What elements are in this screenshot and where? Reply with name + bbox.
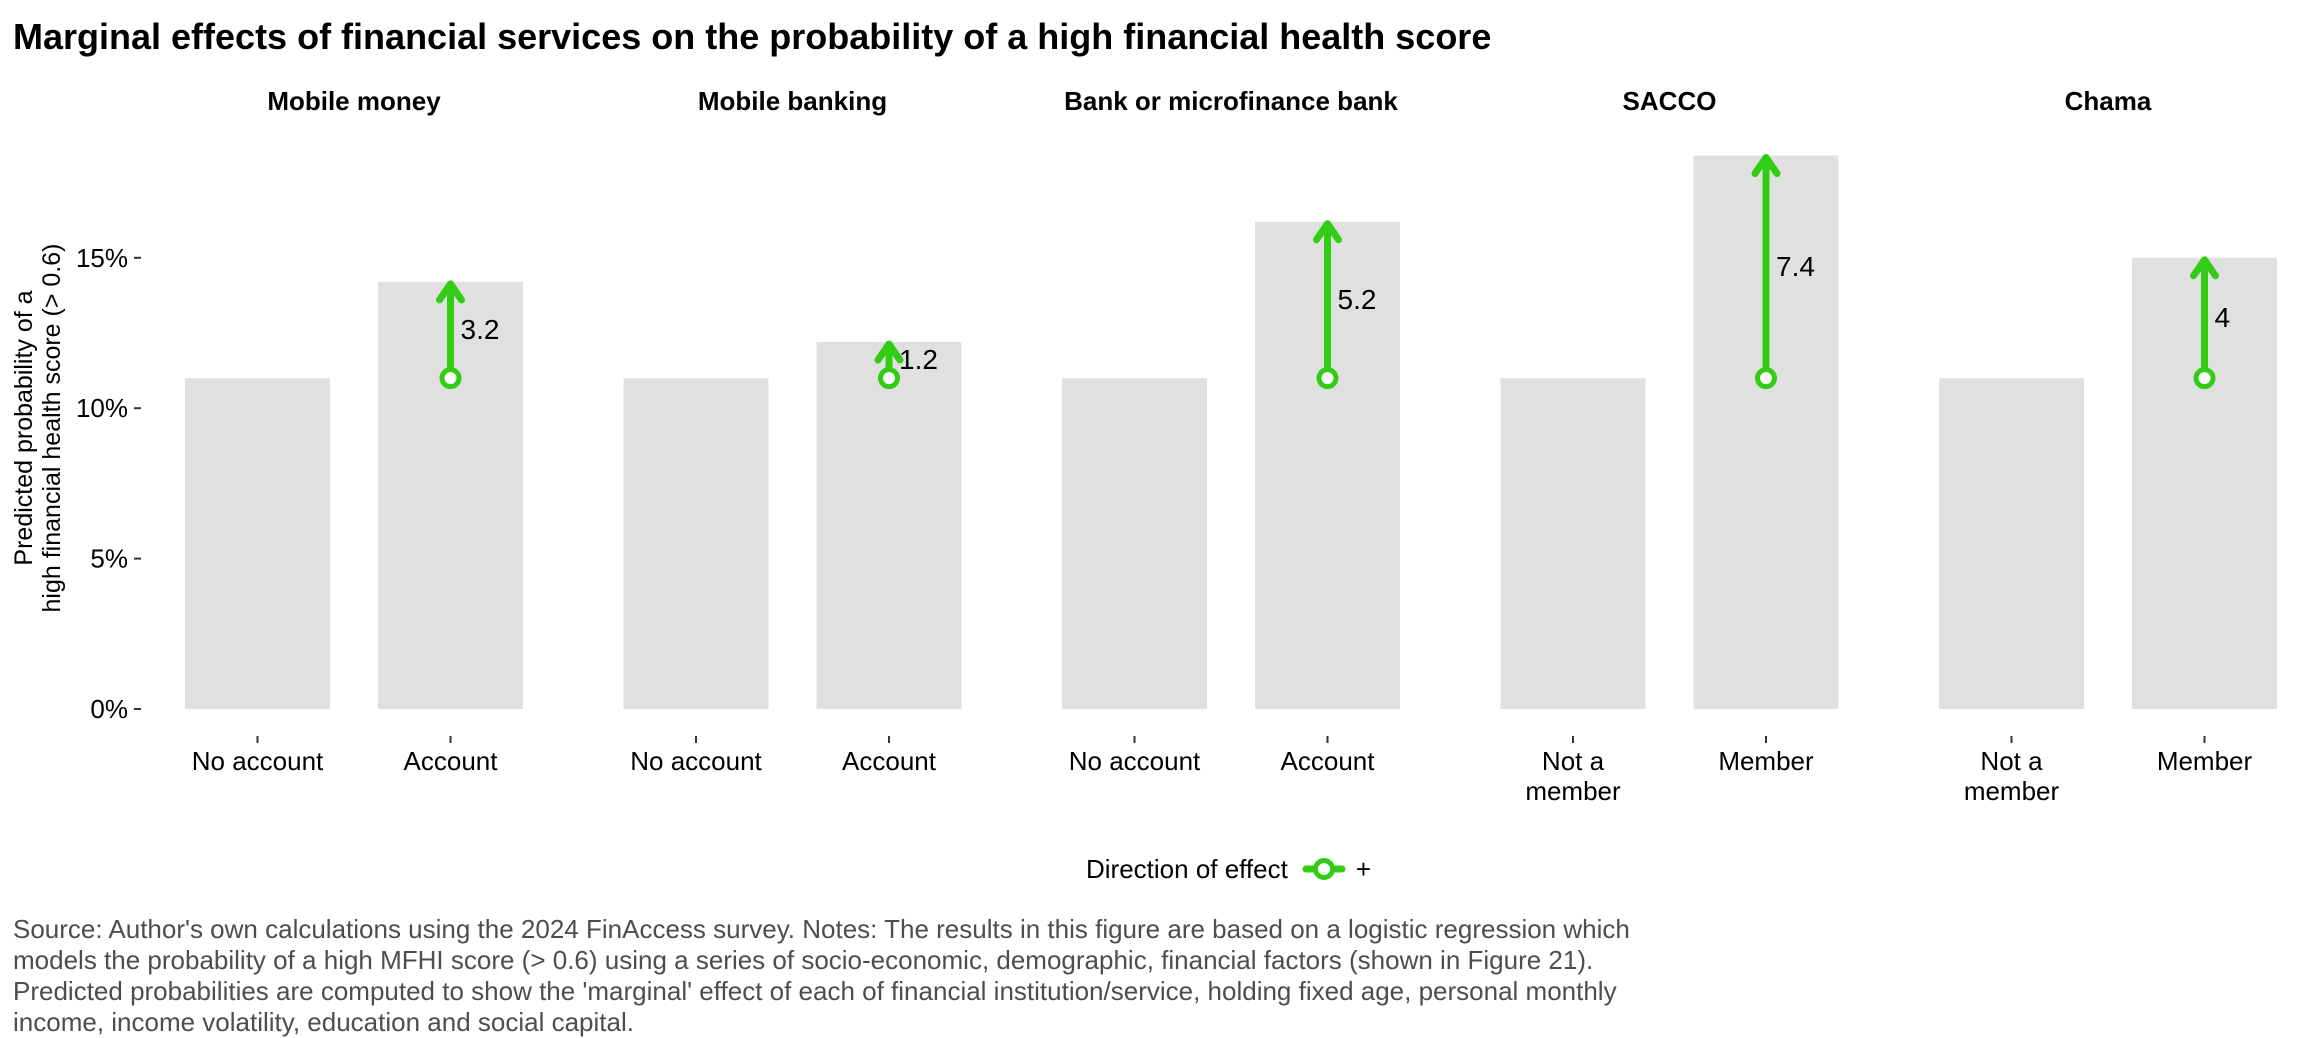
x-tick-label: Not a <box>1542 746 1605 776</box>
effect-label: 1.2 <box>899 344 938 375</box>
y-axis-label: Predicted probability of a <box>10 290 38 565</box>
panel-title: Bank or microfinance bank <box>1064 86 1398 116</box>
bar <box>623 378 769 709</box>
panel-title: Mobile money <box>267 86 441 116</box>
y-tick-label: 0% <box>90 694 128 724</box>
x-tick-label: member <box>1964 776 2060 806</box>
effect-start-point <box>1316 367 1339 390</box>
effect-start-point <box>439 367 462 390</box>
bar <box>1500 378 1646 709</box>
y-tick-label: 5% <box>90 544 128 574</box>
x-tick-label: Account <box>1281 746 1376 776</box>
legend-title: Direction of effect <box>1086 853 1288 884</box>
x-tick-label: Member <box>1718 746 1814 776</box>
panel-title: Mobile banking <box>698 86 887 116</box>
bar <box>816 342 962 709</box>
effect-start-point <box>1755 367 1777 390</box>
x-tick-label: Account <box>842 746 937 776</box>
effect-label: 3.2 <box>461 314 500 345</box>
effect-arrow-head <box>2190 256 2219 280</box>
effect-label: 4 <box>2215 302 2231 333</box>
effect-label: 5.2 <box>1338 284 1377 315</box>
x-tick-label: Not a <box>1980 746 2043 776</box>
y-tick-label: 10% <box>76 393 128 423</box>
effect-start-point <box>2193 367 2216 390</box>
legend-entry-label: + <box>1355 853 1372 884</box>
chart-canvas: Predicted probability of a high financial… <box>10 86 2277 806</box>
x-tick-label: No account <box>630 746 762 776</box>
x-tick-label: No account <box>1069 746 1201 776</box>
x-tick-label: Account <box>404 746 499 776</box>
effect-arrow-head <box>436 280 465 304</box>
bar <box>185 378 330 709</box>
bar <box>1062 378 1207 709</box>
chart-title: Marginal effects of financial services o… <box>13 16 1492 57</box>
effect-label: 7.4 <box>1776 251 1815 282</box>
effect-arrow-head <box>874 340 904 364</box>
caption-line: Source: Author's own calculations using … <box>13 914 1630 944</box>
caption-line: income, income volatility, education and… <box>13 1007 634 1037</box>
bar <box>1939 378 2084 709</box>
effect-arrow-head <box>1751 154 1781 178</box>
effect-arrow-head <box>1313 220 1342 244</box>
x-tick-label: member <box>1525 776 1621 806</box>
x-tick-label: No account <box>192 746 324 776</box>
legend-key-icon <box>1302 858 1346 880</box>
caption-line: Predicted probabilities are computed to … <box>13 976 1617 1006</box>
x-tick-label: Member <box>2157 746 2253 776</box>
caption-line: models the probability of a high MFHI sc… <box>13 945 1594 975</box>
panel-title: Chama <box>2065 86 2152 116</box>
effect-start-point <box>878 367 900 390</box>
y-axis-label: high financial health score (> 0.6) <box>38 244 66 613</box>
y-tick-label: 15% <box>76 243 128 273</box>
figure-caption: Source: Author's own calculations using … <box>13 914 1833 1038</box>
panel-title: SACCO <box>1623 86 1717 116</box>
legend: Direction of effect + <box>1086 851 1371 887</box>
